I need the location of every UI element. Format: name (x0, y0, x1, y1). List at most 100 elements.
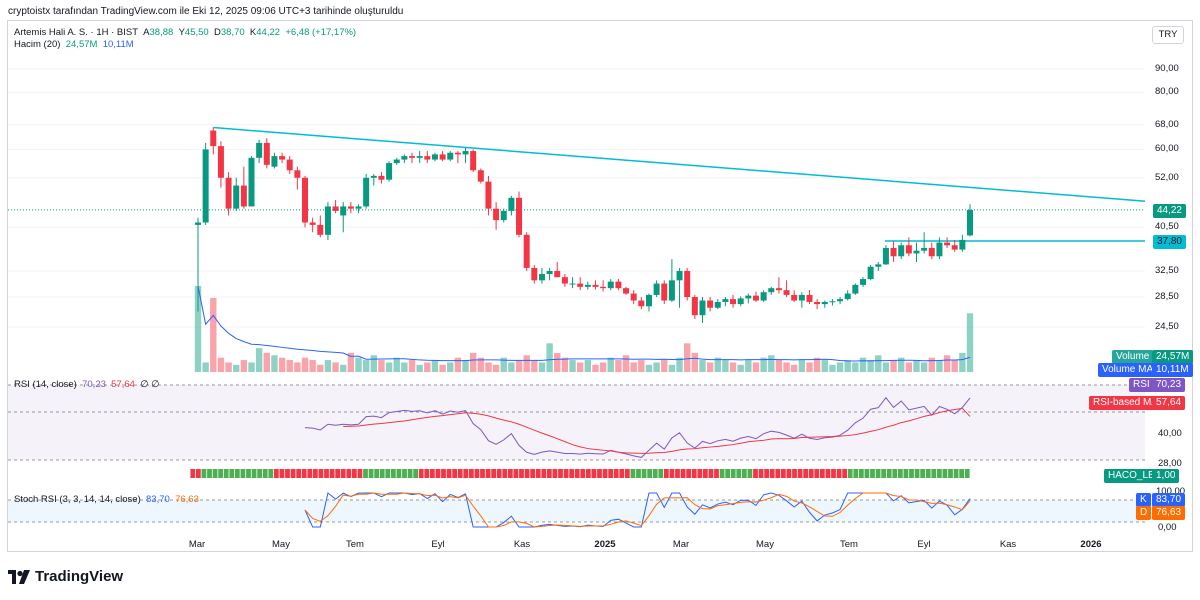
trendline[interactable] (213, 126, 1146, 202)
candle-body (225, 177, 232, 209)
volume-bar (286, 360, 293, 372)
haco-bar (680, 469, 686, 478)
candle-body (944, 242, 951, 246)
haco-bar (909, 469, 914, 478)
candle-body (798, 294, 805, 301)
volume-bar (355, 357, 362, 372)
candle-body (707, 300, 714, 308)
candle-body (737, 298, 744, 305)
haco-bar (218, 469, 224, 478)
volume-bar (508, 362, 515, 372)
volume-bar (340, 364, 347, 372)
haco-bar (780, 469, 786, 478)
volume-bar (309, 360, 316, 372)
haco-bar (441, 469, 446, 478)
volume-bar (370, 355, 378, 372)
haco-bar (524, 469, 530, 478)
tradingview-logo[interactable]: TradingView (8, 568, 123, 585)
candle-body (967, 209, 973, 236)
candle-body (921, 247, 928, 251)
haco-bar (697, 469, 703, 478)
haco-bar (948, 469, 953, 478)
haco-bar (251, 469, 257, 478)
volume-bar (278, 357, 286, 372)
time-axis-tick: Tem (346, 539, 364, 550)
volume-legend[interactable]: Hacim (20) 24,57M 10,11M (14, 39, 134, 51)
volume-bar (638, 360, 645, 372)
volume-bar (447, 362, 454, 372)
volume-bar (615, 360, 622, 372)
currency-button[interactable]: TRY (1152, 26, 1184, 44)
haco-bar (714, 469, 719, 478)
haco-bar (925, 469, 931, 478)
volume-bar (431, 360, 439, 372)
volume-bar (676, 357, 683, 372)
haco-bar (858, 469, 864, 478)
haco-bar (195, 469, 201, 478)
candle-body (561, 277, 568, 284)
main-legend[interactable]: Artemis Hali A. S. · 1H · BIST A38,88 Y4… (14, 27, 356, 39)
level-price-tag: 37,80 (1152, 235, 1186, 249)
stoch-legend[interactable]: Stoch RSI (3, 3, 14, 14, close) 83,70 76… (14, 494, 199, 506)
candle-body (844, 293, 851, 300)
haco-bar (324, 469, 329, 478)
volume-bar (408, 360, 416, 372)
volume-bar (217, 357, 225, 372)
volume-bar (959, 352, 966, 372)
volume-bar (569, 360, 576, 372)
candle-body (454, 152, 461, 155)
haco-bar (491, 469, 497, 478)
haco-bar (636, 469, 641, 478)
volume-bar (630, 362, 637, 372)
volume-bar (813, 357, 821, 372)
candle-body (584, 284, 591, 287)
price-axis-tick: 68,00 (1155, 118, 1179, 130)
volume-label: Hacim (20) (14, 39, 61, 50)
volume-bar (500, 357, 507, 372)
price-axis-tick: 52,00 (1155, 171, 1179, 183)
haco-bar (485, 469, 491, 478)
volume-bar (859, 357, 867, 372)
haco-bar (647, 469, 653, 478)
volume-bar (439, 364, 446, 372)
candle-body (936, 242, 943, 257)
chart-caption: cryptoistx tarafından TradingView.com il… (8, 6, 404, 17)
haco-bar (808, 469, 814, 478)
stoch-axis-tick: 0,00 (1158, 522, 1177, 533)
haco-bar (312, 469, 318, 478)
time-axis-tick: Eyl (431, 539, 445, 550)
volume-bar (294, 362, 301, 372)
volume-bar (928, 357, 935, 372)
volume-tag-value: 24,57M (1152, 350, 1194, 364)
volume-bar (920, 362, 928, 372)
haco-bar (741, 469, 747, 478)
rsi-legend-label: RSI (14, close) (14, 379, 77, 390)
volume-bar (584, 360, 592, 372)
haco-bar (886, 469, 892, 478)
volume-bar (210, 297, 217, 372)
rsi-ma-tag-label: RSI-based MA (1089, 396, 1163, 410)
haco-bar (240, 469, 246, 478)
haco-bar (413, 469, 419, 478)
price-axis-tick: 60,00 (1155, 143, 1179, 155)
close-label: K (249, 27, 257, 38)
haco-bar (613, 469, 619, 478)
volume-bar (836, 362, 844, 372)
haco-bar (379, 469, 385, 478)
high-label: Y (178, 27, 185, 38)
volume-bar (347, 352, 355, 372)
volume-bar (852, 362, 859, 372)
rsi-legend[interactable]: RSI (14, close) 70,23 57,64 ∅ ∅ (14, 379, 159, 391)
haco-bar (702, 469, 708, 478)
haco-bar (424, 469, 430, 478)
haco-bar (814, 469, 820, 478)
candle-body (210, 130, 217, 147)
haco-bar (870, 469, 875, 478)
candle-body (959, 239, 966, 250)
candle-body (814, 301, 821, 305)
volume-bar (653, 362, 660, 372)
price-axis-tick: 32,50 (1155, 264, 1179, 276)
candle-body (623, 288, 630, 294)
candle-body (890, 247, 897, 257)
